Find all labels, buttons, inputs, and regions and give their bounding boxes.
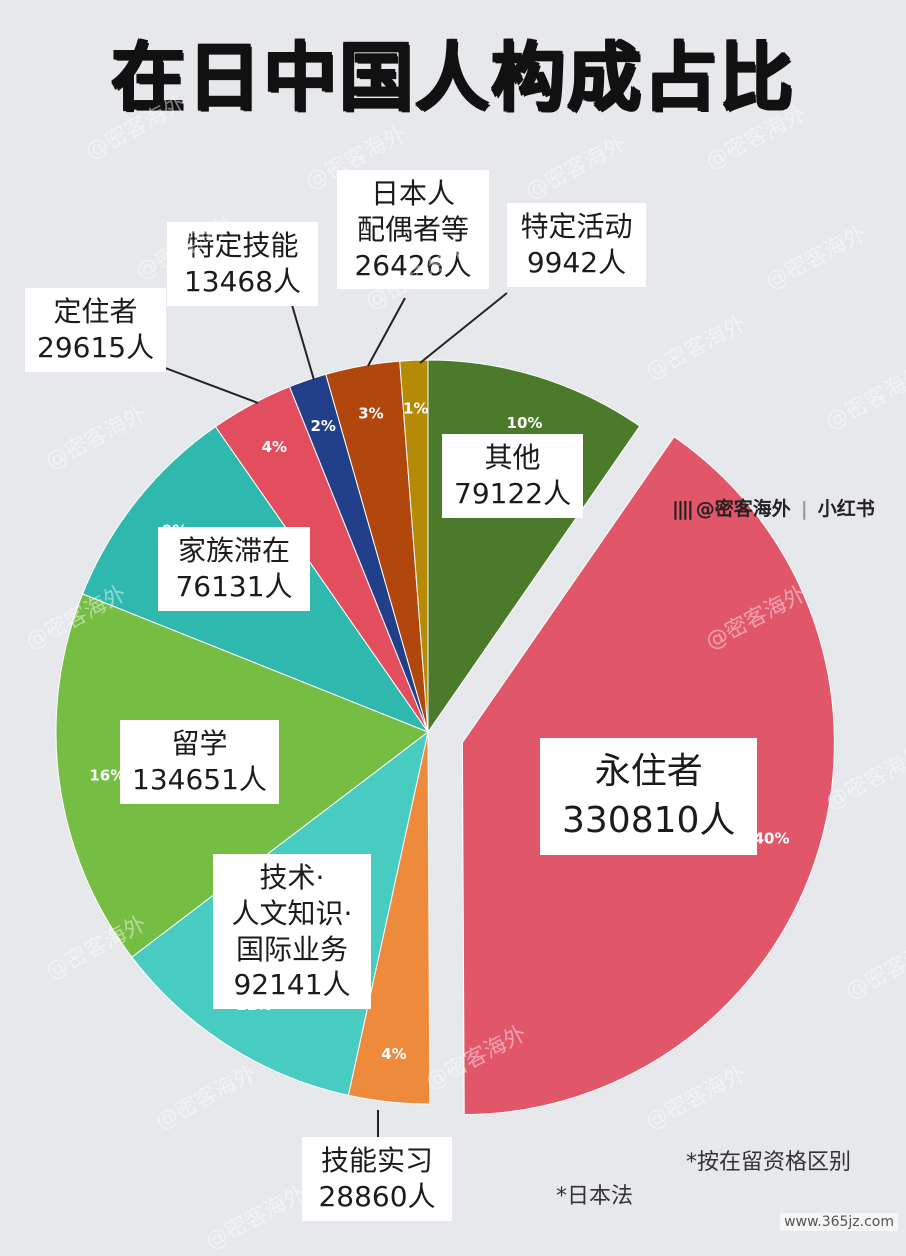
- slice-category-label: 其他 79122人: [442, 434, 584, 518]
- slice-value-text: 134651人: [132, 762, 267, 796]
- slice-value-text: 76131人: [175, 569, 293, 603]
- footnote-2: *日本法: [556, 1184, 634, 1209]
- slice-percent-label: 10%: [507, 414, 543, 432]
- slice-category-label: 特定活动 9942人: [507, 203, 646, 287]
- slice-name-text: 人文知识·: [231, 896, 353, 930]
- leader-line: [419, 292, 508, 364]
- chart-title: 在日中国人构成占比: [111, 35, 795, 121]
- slice-category-label: 永住者 330810人: [540, 738, 758, 856]
- slice-category-label: 家族滞在 76131人: [158, 527, 310, 611]
- slice-name-text: 技术·: [259, 861, 325, 894]
- barcode-icon: ||||: [672, 498, 694, 520]
- slice-category-label: 特定技能 13468人: [167, 222, 318, 306]
- slice-value-text: 28860人: [318, 1179, 436, 1213]
- slice-percent-label: 4%: [262, 438, 287, 456]
- brand-platform: 小红书: [817, 498, 875, 520]
- slice-category-label: 定住者 29615人: [25, 288, 167, 372]
- slice-name-text: 特定技能: [186, 229, 299, 262]
- slice-category-label: 日本人 配偶者等 26426人: [337, 170, 489, 290]
- leader-line: [159, 365, 259, 404]
- slice-name-text: 特定活动: [520, 210, 633, 243]
- brand-handle: @密客海外: [695, 498, 791, 520]
- slice-name-text: 永住者: [594, 751, 703, 792]
- slice-percent-label: 40%: [754, 829, 790, 847]
- leader-line: [291, 304, 315, 381]
- slice-category-label: 技能实习 28860人: [302, 1137, 452, 1221]
- slice-value-text: 92141人: [233, 968, 351, 1002]
- slice-category-label: 留学 134651人: [120, 720, 279, 804]
- slice-value-text: 29615人: [37, 330, 155, 364]
- footnote-1: *按在留资格区别: [686, 1150, 852, 1175]
- slice-name-text: 家族滞在: [177, 534, 290, 567]
- slice-name-text: 技能实习: [320, 1144, 433, 1177]
- slice-value-text: 26426人: [354, 248, 472, 282]
- slice-name-text: 定住者: [53, 295, 138, 328]
- slice-value-text: 79122人: [454, 476, 572, 510]
- slice-name-text: 日本人: [370, 177, 455, 210]
- slice-percent-label: 2%: [310, 417, 335, 435]
- slice-percent-label: 3%: [358, 404, 383, 422]
- slice-name-text: 留学: [171, 727, 228, 760]
- slice-value-text: 13468人: [183, 264, 302, 298]
- slice-value-text: 330810人: [562, 799, 736, 841]
- slice-percent-label: 16%: [89, 766, 125, 784]
- slice-category-label: 技术· 人文知识· 国际业务 92141人: [213, 854, 371, 1010]
- pie-slice-10: [399, 359, 429, 733]
- brand-watermark: |||| @密客海外 | 小红书: [672, 498, 875, 520]
- slice-name-text: 国际业务: [235, 932, 348, 966]
- slice-name-text: 配偶者等: [356, 212, 469, 246]
- slice-name-text: 其他: [484, 441, 541, 474]
- slice-percent-label: 4%: [381, 1045, 406, 1063]
- slice-value-text: 9942人: [526, 245, 627, 279]
- leader-line: [367, 297, 406, 367]
- slice-percent-label: 1%: [403, 400, 428, 418]
- site-watermark: www.365jz.com: [780, 1213, 898, 1231]
